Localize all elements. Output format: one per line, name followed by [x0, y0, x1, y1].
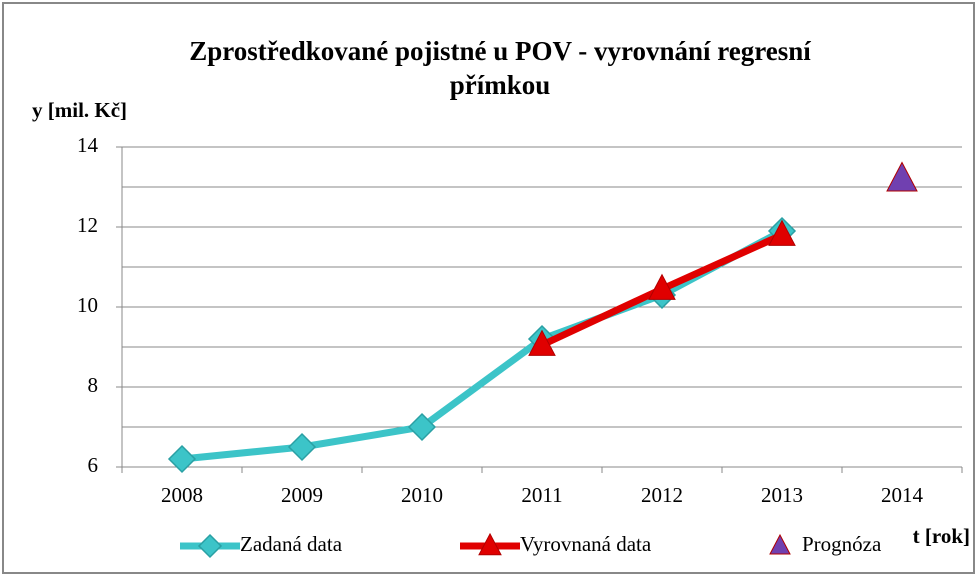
- x-tick-label: 2009: [281, 483, 323, 507]
- marker: [197, 533, 223, 559]
- marker: [287, 432, 317, 462]
- marker: [886, 161, 918, 192]
- y-axis-label: y [mil. Kč]: [32, 98, 127, 122]
- legend-label: Prognóza: [802, 532, 882, 556]
- y-tick-label: 10: [77, 293, 98, 317]
- x-tick-label: 2010: [401, 483, 443, 507]
- chart-title: Zprostředkované pojistné u POV - vyrovná…: [189, 36, 811, 100]
- marker: [478, 532, 502, 556]
- y-tick-label: 12: [77, 213, 98, 237]
- marker: [407, 412, 437, 442]
- marker: [167, 444, 197, 474]
- y-tick-label: 14: [77, 133, 99, 157]
- series-line: [181, 227, 784, 463]
- x-tick-label: 2014: [881, 483, 924, 507]
- x-axis-label: t [rok]: [913, 524, 970, 548]
- marker: [528, 329, 556, 356]
- x-tick-label: 2008: [161, 483, 203, 507]
- y-tick-label: 8: [88, 373, 99, 397]
- x-tick-label: 2012: [641, 483, 683, 507]
- marker: [769, 533, 791, 555]
- x-tick-label: 2011: [521, 483, 562, 507]
- y-tick-label: 6: [88, 453, 99, 477]
- legend-label: Zadaná data: [240, 532, 343, 556]
- x-tick-label: 2013: [761, 483, 803, 507]
- marker: [648, 273, 676, 300]
- legend-label: Vyrovnaná data: [520, 532, 652, 556]
- marker: [768, 219, 796, 246]
